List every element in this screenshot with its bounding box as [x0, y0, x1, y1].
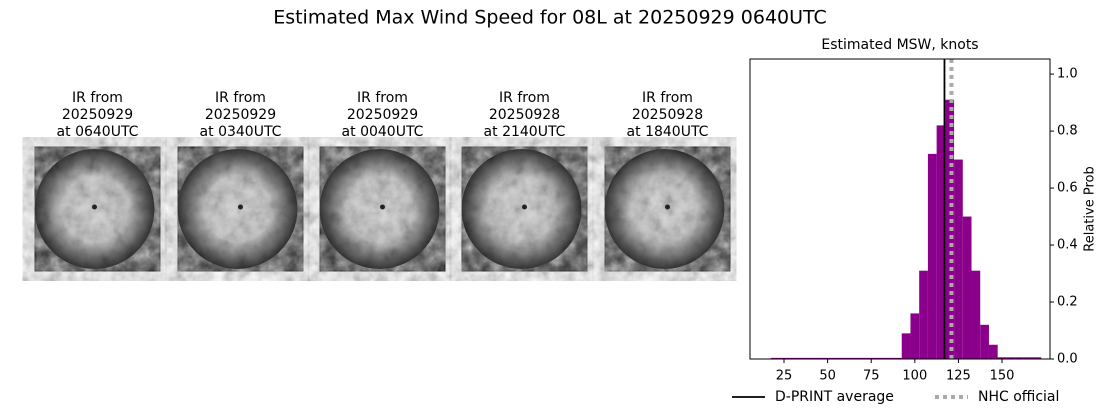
bar	[936, 125, 946, 359]
chart-title: Estimated MSW, knots	[821, 37, 978, 53]
panel-title: IR from	[215, 90, 266, 106]
bar	[1032, 357, 1042, 359]
bar	[797, 357, 806, 359]
panel-title: 20250928	[489, 107, 560, 123]
panel-title: 20250929	[347, 107, 418, 123]
bar	[927, 153, 937, 359]
storm-eye	[522, 204, 527, 210]
bar	[971, 270, 981, 359]
panel-title: at 1840UTC	[627, 124, 709, 140]
bar	[980, 324, 989, 359]
storm-eye	[665, 204, 670, 210]
y-tick-label: 0.4	[1057, 238, 1078, 253]
bar	[849, 357, 859, 359]
bar	[910, 313, 920, 359]
panel-title: at 0340UTC	[200, 124, 282, 140]
legend-label: D-PRINT average	[775, 389, 894, 405]
y-tick-label: 0.6	[1057, 181, 1078, 196]
x-tick-label: 50	[819, 369, 836, 384]
x-tick-label: 150	[990, 369, 1015, 384]
panel-title: at 2140UTC	[484, 124, 566, 140]
bar	[954, 159, 963, 359]
bar	[919, 270, 928, 359]
panel-title: at 0640UTC	[57, 124, 139, 140]
bar	[884, 357, 894, 359]
bar	[831, 357, 841, 359]
panel-title: at 0040UTC	[342, 124, 424, 140]
bar	[840, 357, 850, 359]
x-tick-label: 125	[946, 369, 971, 384]
bar	[962, 216, 972, 359]
storm-cloud	[461, 149, 582, 269]
y-tick-label: 0.8	[1057, 124, 1078, 139]
bar	[866, 357, 876, 359]
panel-title: 20250929	[205, 107, 276, 123]
storm-eye	[380, 204, 385, 210]
storm-eye	[92, 204, 97, 210]
bar	[1006, 357, 1016, 359]
panel-title: IR from	[499, 90, 550, 106]
x-tick-label: 75	[863, 369, 880, 384]
bar	[814, 357, 824, 359]
bar	[875, 357, 885, 359]
bar	[901, 333, 911, 359]
x-tick-label: 25	[776, 369, 793, 384]
storm-eye	[238, 204, 243, 210]
panel-title: IR from	[72, 90, 123, 106]
y-tick-label: 1.0	[1057, 67, 1078, 82]
bar	[988, 344, 998, 359]
bar	[1023, 357, 1033, 359]
panel-title: 20250929	[62, 107, 133, 123]
storm-cloud	[177, 149, 298, 269]
bar	[1015, 357, 1024, 359]
bar	[893, 357, 902, 359]
storm-cloud	[604, 149, 725, 269]
y-tick-label: 0.2	[1057, 295, 1078, 310]
y-axis-label: Relative Prob	[1083, 166, 1098, 251]
bar	[788, 357, 798, 359]
panel-title: IR from	[357, 90, 408, 106]
bar	[770, 357, 780, 359]
bar	[858, 357, 867, 359]
legend-label: NHC official	[978, 389, 1059, 405]
bar	[779, 357, 789, 359]
plot-frame	[749, 58, 1051, 360]
y-tick-label: 0.0	[1057, 352, 1078, 367]
x-tick-label: 100	[902, 369, 927, 384]
storm-cloud	[319, 149, 440, 269]
bar	[823, 357, 832, 359]
figure-title: Estimated Max Wind Speed for 08L at 2025…	[273, 7, 827, 29]
bar	[805, 357, 815, 359]
panel-title: 20250928	[632, 107, 703, 123]
panel-title: IR from	[642, 90, 693, 106]
bar	[997, 357, 1007, 359]
